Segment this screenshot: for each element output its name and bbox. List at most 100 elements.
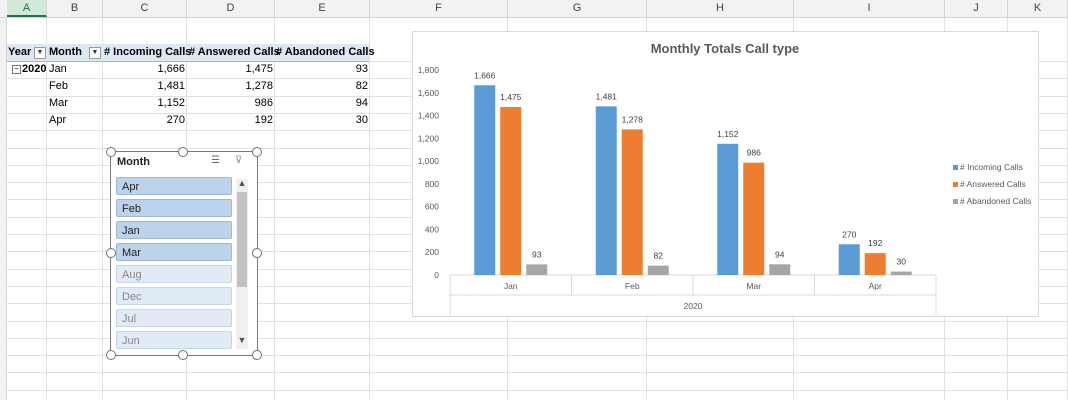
slicer-scroll-thumb[interactable] [237,192,247,287]
y-tick-label: 1,200 [418,133,440,143]
resize-handle-se[interactable] [252,350,262,360]
pivot-incoming-cell: 1,152 [157,97,185,109]
bar [621,129,643,275]
grid-row-line [6,372,1068,373]
y-tick-label: 200 [425,247,439,257]
pivot-incoming-cell: 1,666 [157,63,185,75]
bar [526,264,548,275]
column-header-b[interactable]: B [47,0,103,17]
grid-column-line [46,18,47,400]
pivot-abandoned-cell: 93 [355,63,368,75]
bar [743,162,765,275]
y-tick-label: 400 [425,224,439,234]
pivot-answered-cell: 192 [254,114,273,126]
pivot-abandoned-cell: 30 [355,114,368,126]
bar [474,85,496,275]
resize-handle-n[interactable] [178,147,188,157]
multi-select-icon[interactable]: ☰ [211,155,220,166]
data-label: 94 [775,249,785,259]
data-label: 1,475 [500,92,522,102]
column-header-i[interactable]: I [794,0,945,17]
row-header-bar[interactable] [0,18,7,400]
chart-title: Monthly Totals Call type [651,41,800,56]
bar [500,107,522,275]
resize-handle-e[interactable] [252,248,262,258]
collapse-icon[interactable]: − [12,65,21,74]
scroll-up-icon[interactable]: ▲ [237,178,247,188]
pivot-header-incoming: # Incoming Calls [104,46,192,58]
column-header-d[interactable]: D [187,0,275,17]
resize-handle-nw[interactable] [106,147,116,157]
pivot-incoming-cell: 270 [166,114,185,126]
resize-handle-sw[interactable] [106,350,116,360]
column-header-c[interactable]: C [103,0,187,17]
y-tick-label: 1,000 [418,156,440,166]
data-label: 986 [747,148,761,158]
resize-handle-w[interactable] [106,248,116,258]
resize-handle-ne[interactable] [252,147,262,157]
pivot-year-2020: 2020 [22,63,47,75]
slicer-item-jan[interactable]: Jan [116,221,232,239]
year-filter-icon[interactable]: ▼ [34,47,46,59]
pivot-abandoned-cell: 82 [355,80,368,92]
slicer-item-jul[interactable]: Jul [116,309,232,327]
pivot-abandoned-cell: 94 [355,97,368,109]
slicer-item-apr[interactable]: Apr [116,177,232,195]
pivot-month-cell: Jan [49,63,67,75]
pivot-header-answered: # Answered Calls [189,46,280,58]
legend-swatch [953,165,958,170]
pivot-incoming-cell: 1,481 [157,80,185,92]
data-label: 82 [654,251,664,261]
slicer-item-dec[interactable]: Dec [116,287,232,305]
slicer-item-aug[interactable]: Aug [116,265,232,283]
bar [717,143,739,275]
column-header-h[interactable]: H [647,0,794,17]
y-tick-label: 600 [425,202,439,212]
resize-handle-s[interactable] [178,350,188,360]
grid-row-line [6,321,1068,322]
pivot-header-month: Month [49,46,82,58]
pivot-answered-cell: 1,278 [245,80,273,92]
legend-swatch [953,182,958,187]
data-label: 1,666 [474,70,496,80]
slicer-item-feb[interactable]: Feb [116,199,232,217]
x-tick-label: Jan [504,281,518,291]
scroll-down-icon[interactable]: ▼ [237,335,247,345]
chart-svg: Monthly Totals Call type 0 200 400 600 800 1,0… [418,41,1031,315]
grid-row-line [6,338,1068,339]
pivot-month-cell: Mar [49,97,68,109]
column-header-e[interactable]: E [275,0,370,17]
column-header-g[interactable]: G [508,0,647,17]
column-header-k[interactable]: K [1008,0,1068,17]
y-tick-label: 800 [425,179,439,189]
y-tick-label: 0 [434,270,439,280]
column-header-f[interactable]: F [370,0,508,17]
bar [890,271,912,275]
pivot-answered-cell: 986 [254,97,273,109]
y-tick-label: 1,800 [418,65,440,75]
grid-column-line [102,18,103,400]
column-chart[interactable]: Monthly Totals Call type 0 200 400 600 800 1,0… [412,31,1039,317]
slicer-title: Month [117,156,150,168]
data-label: 93 [532,249,542,259]
slicer-item-jun[interactable]: Jun [116,331,232,349]
data-label: 192 [868,238,882,248]
clear-filter-icon[interactable]: ⊽ [235,155,243,166]
data-label: 30 [897,257,907,267]
pivot-answered-cell: 1,475 [245,63,273,75]
column-header-j[interactable]: J [945,0,1008,17]
bar [769,264,791,275]
month-filter-dropdown-icon[interactable]: ▼ [89,47,101,59]
legend-label: # Incoming Calls [960,162,1023,172]
data-label: 1,152 [717,129,739,139]
column-header-a[interactable]: A [7,0,47,17]
x-group-label: 2020 [684,301,703,311]
y-tick-label: 1,400 [418,111,440,121]
pivot-header-abandoned: # Abandoned Calls [276,46,375,58]
slicer-item-mar[interactable]: Mar [116,243,232,261]
pivot-header-year: Year [8,46,32,58]
x-tick-label: Feb [625,281,640,291]
pivot-month-cell: Apr [49,114,67,126]
month-slicer[interactable]: Month ☰ ⊽ Apr Feb Jan Mar Aug Dec Jul Jun ▲ ▼ [110,151,258,356]
data-label: 270 [842,229,856,239]
